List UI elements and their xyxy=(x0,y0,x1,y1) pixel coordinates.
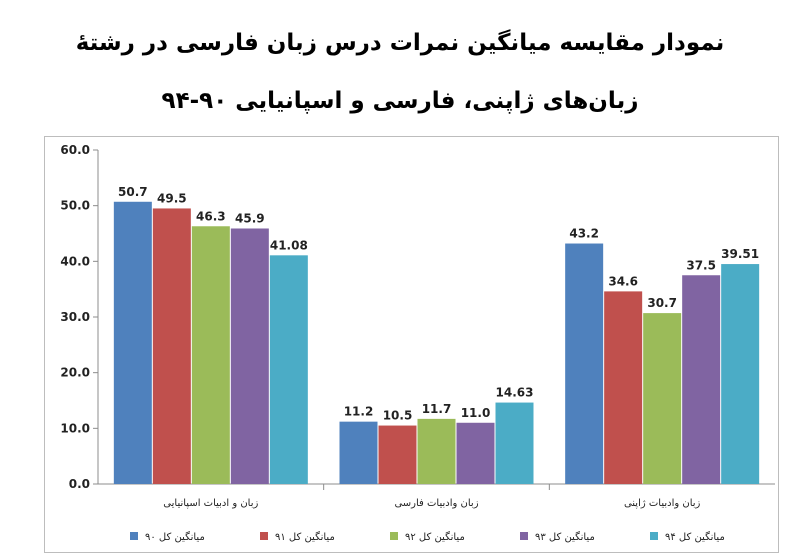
x-tick-label-0: زبان و ادبیات اسپانیایی xyxy=(163,498,258,509)
bar-s4-c2 xyxy=(721,264,760,484)
data-label-s4-c2: 39.51 xyxy=(721,247,759,261)
x-tick-label-2: زبان وادبیات ژاپنی xyxy=(624,498,701,509)
bar-s0-c1 xyxy=(339,421,378,484)
bar-s2-c1 xyxy=(417,418,456,484)
legend-label-0: میانگین کل ۹۰ xyxy=(145,531,205,543)
data-label-s1-c2: 34.6 xyxy=(608,274,638,288)
legend-label-3: میانگین کل ۹۳ xyxy=(535,531,595,543)
data-label-s3-c1: 11.0 xyxy=(461,406,491,420)
legend-swatch-0 xyxy=(130,532,138,540)
legend-swatch-2 xyxy=(390,532,398,540)
data-label-s4-c0: 41.08 xyxy=(270,238,308,252)
bar-s2-c0 xyxy=(191,226,230,484)
bar-s1-c2 xyxy=(604,291,643,484)
data-label-s2-c2: 30.7 xyxy=(647,296,677,310)
chart-title-line-2: زبان‌های ژاپنی، فارسی و اسپانیایی ۹۰-۹۴ xyxy=(161,88,639,114)
y-tick-label-0: 0.0 xyxy=(69,477,90,491)
bar-s4-c1 xyxy=(495,402,534,484)
data-label-s2-c1: 11.7 xyxy=(422,402,452,416)
legend-swatch-1 xyxy=(260,532,268,540)
data-label-s0-c0: 50.7 xyxy=(118,185,148,199)
legend-label-2: میانگین کل ۹۲ xyxy=(405,531,465,543)
legend-swatch-4 xyxy=(650,532,658,540)
data-label-s4-c1: 14.63 xyxy=(496,386,534,400)
data-label-s1-c0: 49.5 xyxy=(157,191,187,205)
y-tick-label-5: 50.0 xyxy=(60,199,90,213)
bar-s4-c0 xyxy=(269,255,308,484)
bar-s3-c2 xyxy=(682,275,721,484)
data-label-s3-c0: 45.9 xyxy=(235,211,265,225)
bar-s0-c2 xyxy=(565,243,604,484)
bar-s1-c0 xyxy=(152,208,191,484)
bar-s1-c1 xyxy=(378,425,417,484)
legend-label-1: میانگین کل ۹۱ xyxy=(275,531,335,543)
data-label-s0-c2: 43.2 xyxy=(569,227,599,241)
legend-swatch-3 xyxy=(520,532,528,540)
y-tick-label-2: 20.0 xyxy=(60,366,90,380)
x-tick-label-1: زبان وادبیات فارسی xyxy=(394,498,478,509)
bar-s2-c2 xyxy=(643,313,682,484)
chart-title-line-1: نمودار مقایسه میانگین نمرات درس زبان فار… xyxy=(75,30,725,56)
y-tick-label-3: 30.0 xyxy=(60,310,90,324)
data-label-s2-c0: 46.3 xyxy=(196,209,226,223)
bar-s3-c0 xyxy=(230,228,269,484)
y-tick-label-1: 10.0 xyxy=(60,421,90,435)
data-label-s0-c1: 11.2 xyxy=(344,405,374,419)
bar-s3-c1 xyxy=(456,422,495,484)
y-tick-label-4: 40.0 xyxy=(60,254,90,268)
chart-frame xyxy=(44,136,779,553)
bar-s0-c0 xyxy=(113,201,152,484)
y-tick-label-6: 60.0 xyxy=(60,143,90,157)
data-label-s3-c2: 37.5 xyxy=(686,258,716,272)
data-label-s1-c1: 10.5 xyxy=(383,409,413,423)
legend-label-4: میانگین کل ۹۴ xyxy=(665,531,725,543)
